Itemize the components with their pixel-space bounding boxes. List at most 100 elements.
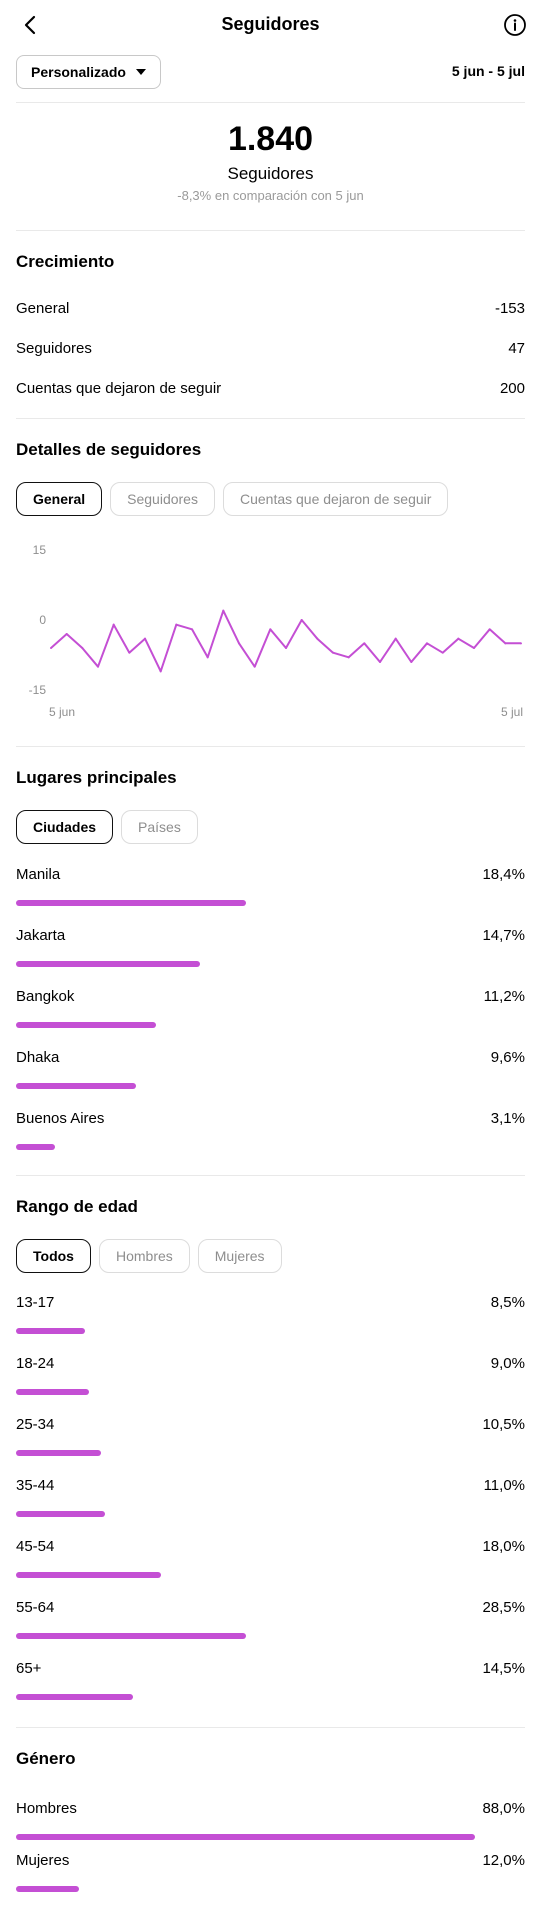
age-title: Rango de edad: [16, 1197, 138, 1216]
age-bar-track: [16, 1694, 525, 1700]
tab-countries[interactable]: Países: [121, 810, 198, 844]
growth-row-value: -153: [494, 300, 525, 317]
place-row: Buenos Aires 3,1%: [16, 1110, 525, 1150]
data-point: [97, 665, 99, 668]
tab-men[interactable]: Hombres: [98, 1239, 190, 1273]
data-point: [457, 637, 460, 640]
age-value: 10,5%: [482, 1416, 525, 1433]
data-point: [394, 637, 397, 640]
gender-bar: [16, 1886, 79, 1892]
gender-bar: [16, 1834, 476, 1840]
age-bar-track: [16, 1389, 525, 1395]
gender-value: 12,0%: [482, 1852, 525, 1869]
age-bar-track: [16, 1572, 525, 1578]
place-label: Dhaka: [16, 1049, 60, 1066]
age-bar-track: [16, 1633, 525, 1639]
divider: [16, 1175, 525, 1176]
data-point: [473, 647, 475, 649]
data-point: [300, 619, 303, 621]
place-label: Manila: [16, 866, 61, 883]
place-label: Buenos Aires: [16, 1110, 105, 1127]
data-point: [159, 670, 162, 673]
place-bar: [16, 961, 200, 967]
age-row: 45-54 18,0%: [16, 1538, 525, 1578]
tab-cities[interactable]: Ciudades: [16, 810, 114, 844]
age-bar: [16, 1450, 101, 1456]
age-bar-track: [16, 1450, 525, 1456]
tab-general[interactable]: General: [16, 482, 103, 516]
place-value: 9,6%: [490, 1049, 525, 1066]
age-row: 35-44 11,0%: [16, 1477, 525, 1517]
gender-row: Mujeres 12,0%: [16, 1852, 525, 1892]
age-value: 9,0%: [490, 1355, 525, 1372]
place-value: 11,2%: [483, 988, 525, 1005]
tab-unfollows[interactable]: Cuentas que dejaron de seguir: [222, 482, 449, 516]
data-point: [379, 661, 381, 663]
data-point: [128, 651, 131, 654]
data-point: [347, 656, 350, 659]
age-row: 65+ 14,5%: [16, 1660, 525, 1700]
place-bar: [16, 1083, 137, 1089]
follower-total: 1.840: [227, 120, 314, 158]
back-icon[interactable]: [18, 12, 44, 38]
data-point: [50, 647, 52, 649]
tab-followers[interactable]: Seguidores: [110, 482, 215, 516]
gender-row: Hombres 88,0%: [16, 1800, 525, 1840]
place-row: Manila 18,4%: [16, 866, 525, 906]
place-value: 3,1%: [490, 1110, 525, 1127]
place-bar: [16, 900, 247, 906]
place-row: Dhaka 9,6%: [16, 1049, 525, 1089]
y-tick-label: 15: [33, 543, 47, 557]
date-range-text: 5 jun - 5 jul: [451, 63, 525, 79]
age-label: 13-17: [16, 1294, 55, 1311]
follower-line-chart: 15 0 -155 jun 5 jul: [29, 543, 523, 719]
growth-row-label: Cuentas que dejaron de seguir: [16, 380, 222, 397]
data-point: [269, 628, 272, 631]
data-point: [316, 637, 319, 640]
age-value: 8,5%: [490, 1294, 525, 1311]
series-line: [50, 609, 521, 673]
age-label: 35-44: [16, 1477, 55, 1494]
place-bar-track: [16, 1144, 525, 1150]
place-bar: [16, 1144, 55, 1150]
data-point: [238, 642, 240, 645]
info-icon[interactable]: [502, 12, 528, 38]
data-point: [222, 609, 225, 612]
tab-all[interactable]: Todos: [16, 1239, 91, 1273]
age-row: 55-64 28,5%: [16, 1599, 525, 1639]
tab-women[interactable]: Mujeres: [197, 1239, 282, 1273]
place-bar-track: [16, 900, 525, 906]
gender-value: 88,0%: [482, 1800, 525, 1817]
growth-row-general: General -153: [16, 300, 525, 317]
age-row: 13-17 8,5%: [16, 1294, 525, 1334]
gender-title: Género: [16, 1749, 76, 1768]
data-point: [65, 633, 68, 635]
place-value: 18,4%: [482, 866, 525, 883]
place-bar: [16, 1022, 157, 1028]
growth-row-value: 200: [499, 380, 525, 397]
place-value: 14,7%: [482, 927, 525, 944]
data-point: [285, 647, 287, 649]
place-row: Bangkok 11,2%: [16, 988, 525, 1028]
age-value: 14,5%: [482, 1660, 525, 1677]
place-bar-track: [16, 961, 525, 967]
divider: [16, 230, 525, 231]
growth-row-label: Seguidores: [16, 340, 92, 357]
place-bar-track: [16, 1083, 525, 1089]
data-point: [332, 651, 334, 654]
divider: [16, 1727, 525, 1728]
follower-comparison: -8,3% en comparación con 5 jun: [177, 188, 364, 203]
gender-label: Mujeres: [16, 1852, 70, 1869]
top-bar: Seguidores: [0, 0, 541, 50]
age-bar: [16, 1572, 162, 1578]
page-title: Seguidores: [221, 14, 320, 34]
caret-down-icon: [135, 69, 146, 75]
data-point: [426, 642, 428, 645]
data-point: [191, 628, 193, 631]
divider: [16, 746, 525, 747]
places-title: Lugares principales: [16, 768, 177, 787]
growth-title: Crecimiento: [16, 252, 115, 271]
date-range-dropdown[interactable]: Personalizado: [16, 55, 161, 89]
place-label: Bangkok: [16, 988, 75, 1005]
growth-row-label: General: [16, 300, 70, 317]
